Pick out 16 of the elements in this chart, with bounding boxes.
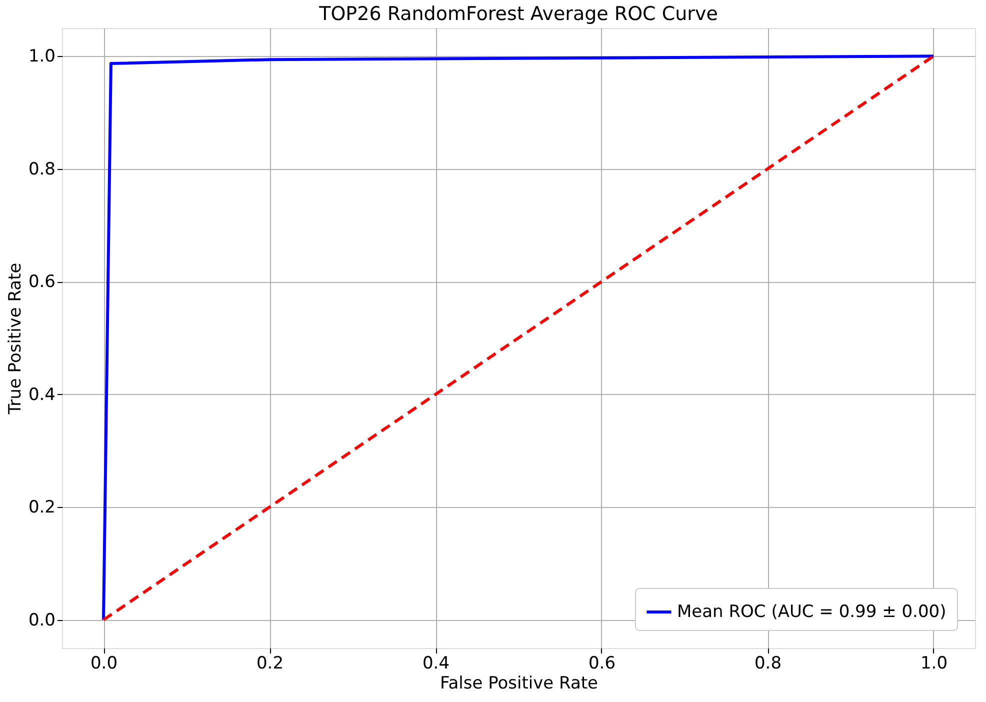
- x-tick-label: 1.0: [920, 654, 948, 674]
- x-axis-title: False Positive Rate: [440, 674, 598, 694]
- y-tick-label: 0.0: [28, 610, 56, 630]
- y-tick-label: 0.6: [28, 272, 56, 292]
- y-tick-label: 1.0: [28, 46, 56, 67]
- x-tick-label: 0.6: [588, 654, 616, 674]
- x-tick-label: 0.0: [90, 654, 118, 674]
- legend-label: Mean ROC (AUC = 0.99 ± 0.00): [677, 602, 946, 622]
- x-tick-label: 0.8: [754, 654, 782, 674]
- y-tick-label: 0.8: [28, 159, 56, 180]
- x-tick-label: 0.2: [256, 654, 284, 674]
- x-tick-label: 0.4: [422, 654, 450, 674]
- y-axis-title: True Positive Rate: [5, 262, 26, 416]
- chart-title: TOP26 RandomForest Average ROC Curve: [318, 3, 718, 25]
- y-tick-label: 0.2: [28, 498, 56, 518]
- y-tick-label: 0.4: [28, 384, 56, 405]
